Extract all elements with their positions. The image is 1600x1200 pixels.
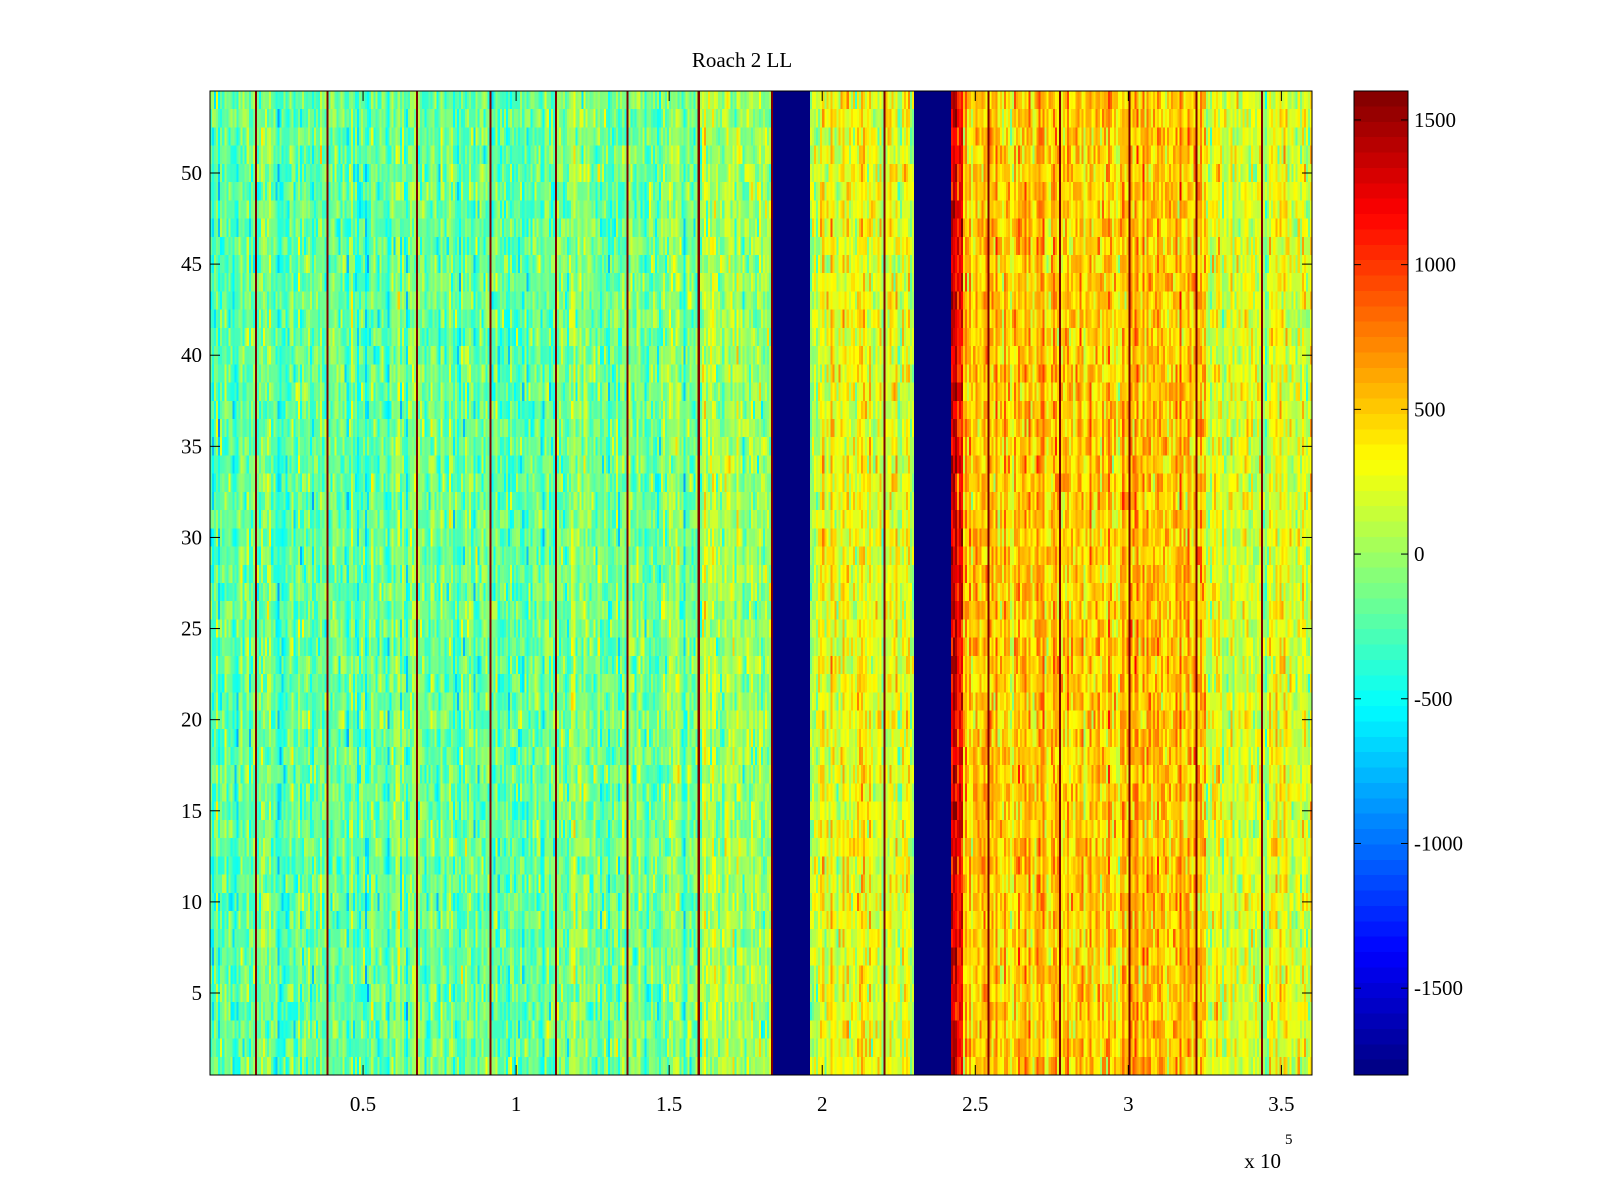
colorbar-tick-label: 1500 (1414, 108, 1456, 132)
x-tick-label: 2 (817, 1092, 828, 1116)
plot-area: 0.5 1 1.5 2 2.5 3 3.5 5 10 15 20 25 30 35 40 45 50 (181, 90, 1313, 1116)
x-tick-label: 1 (511, 1092, 522, 1116)
x-tick-label: 3 (1123, 1092, 1134, 1116)
x-tick-label: 1.5 (656, 1092, 682, 1116)
y-tick-label: 5 (192, 981, 203, 1005)
colorbar-ticks: 1500 1000 500 0 -500 -1000 -1500 (1354, 108, 1463, 1000)
colorbar-tick-label: 1000 (1414, 253, 1456, 277)
y-tick-label: 10 (181, 890, 202, 914)
y-tick-label: 20 (181, 708, 202, 732)
x-tick-label: 0.5 (350, 1092, 376, 1116)
colorbar-frame (1353, 90, 1409, 1076)
x-tick-label: 2.5 (962, 1092, 988, 1116)
y-tick-label: 35 (181, 434, 202, 458)
y-axis-ticks: 5 10 15 20 25 30 35 40 45 50 (181, 161, 1312, 1005)
colorbar-tick-label: 500 (1414, 397, 1446, 421)
x-axis-multiplier: x 10 5 (1244, 1132, 1292, 1173)
y-tick-label: 45 (181, 252, 202, 276)
colorbar-gradient (1354, 91, 1408, 1075)
x-tick-label: 3.5 (1268, 1092, 1294, 1116)
colorbar: 1500 1000 500 0 -500 -1000 -1500 (1353, 90, 1463, 1076)
colorbar-tick-label: -1000 (1414, 831, 1463, 855)
x-axis-ticks: 0.5 1 1.5 2 2.5 3 3.5 (350, 91, 1295, 1116)
y-tick-label: 50 (181, 161, 202, 185)
chart-title: Roach 2 LL (692, 48, 792, 72)
y-tick-label: 40 (181, 343, 202, 367)
x-multiplier-label: x 10 (1244, 1149, 1281, 1173)
y-tick-label: 25 (181, 617, 202, 641)
x-multiplier-exponent: 5 (1285, 1132, 1293, 1148)
y-tick-label: 30 (181, 525, 202, 549)
colorbar-tick-label: -500 (1414, 687, 1453, 711)
colorbar-tick-label: -1500 (1414, 976, 1463, 1000)
plot-frame (209, 90, 1313, 1076)
heatmap-image (210, 91, 1312, 1075)
y-tick-label: 15 (181, 799, 202, 823)
colorbar-tick-label: 0 (1414, 542, 1425, 566)
